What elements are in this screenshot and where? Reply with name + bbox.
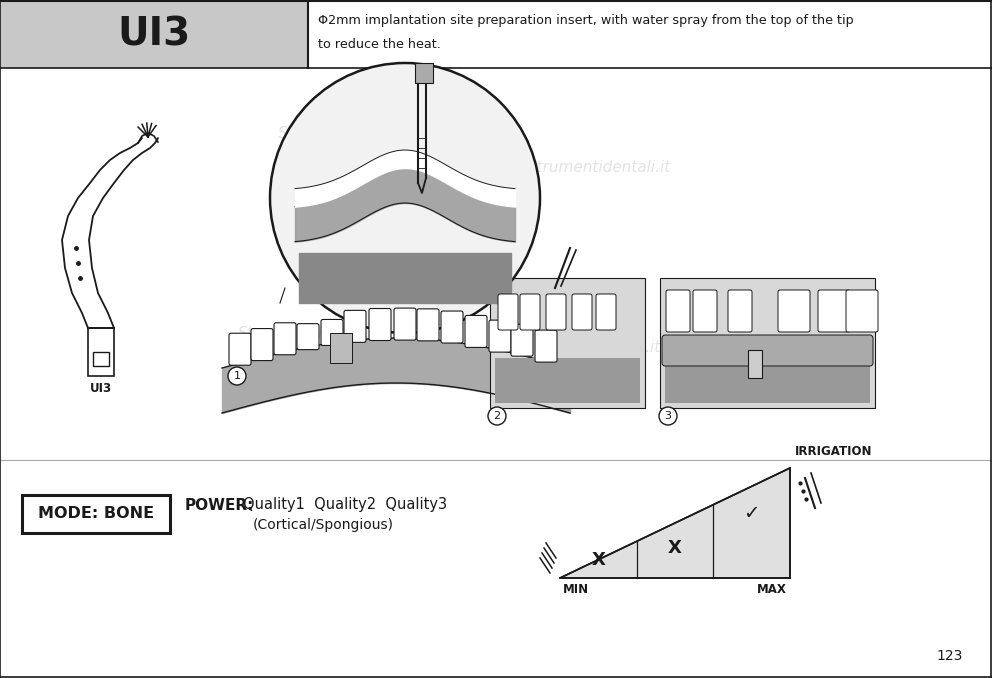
Text: ✓: ✓ <box>743 504 760 523</box>
Text: Strumentidentali.it: Strumentidentali.it <box>519 340 662 355</box>
Polygon shape <box>560 468 790 578</box>
FancyBboxPatch shape <box>535 330 557 362</box>
FancyBboxPatch shape <box>417 309 439 341</box>
Text: POWER:: POWER: <box>185 498 254 513</box>
FancyBboxPatch shape <box>596 294 616 330</box>
FancyBboxPatch shape <box>489 320 511 352</box>
FancyBboxPatch shape <box>511 324 533 356</box>
FancyBboxPatch shape <box>297 323 319 350</box>
Bar <box>495 358 640 403</box>
Text: X: X <box>668 539 682 557</box>
Text: Φ2mm implantation site preparation insert, with water spray from the top of the : Φ2mm implantation site preparation inser… <box>318 14 854 27</box>
Text: Strumentidentali.it: Strumentidentali.it <box>238 325 382 340</box>
FancyBboxPatch shape <box>572 294 592 330</box>
Bar <box>22 495 170 533</box>
Circle shape <box>659 407 677 425</box>
FancyBboxPatch shape <box>344 311 366 342</box>
FancyBboxPatch shape <box>441 311 463 343</box>
Bar <box>490 278 645 408</box>
Text: MIN: MIN <box>563 583 589 596</box>
FancyBboxPatch shape <box>251 329 273 361</box>
Bar <box>93 352 109 366</box>
Text: UI3: UI3 <box>117 15 190 53</box>
FancyBboxPatch shape <box>520 294 540 330</box>
FancyBboxPatch shape <box>321 319 343 346</box>
Bar <box>330 333 352 363</box>
Text: Strumentidentali.it: Strumentidentali.it <box>529 161 672 176</box>
Bar <box>748 350 762 378</box>
Text: MAX: MAX <box>757 583 787 596</box>
Text: MODE: BONE: MODE: BONE <box>38 506 154 521</box>
FancyBboxPatch shape <box>498 294 518 330</box>
Text: Quality1  Quality2  Quality3: Quality1 Quality2 Quality3 <box>243 498 447 513</box>
FancyBboxPatch shape <box>369 308 391 340</box>
Text: UI3: UI3 <box>90 382 112 395</box>
Text: IRRIGATION: IRRIGATION <box>795 445 873 458</box>
Text: 123: 123 <box>936 649 963 663</box>
Bar <box>660 278 875 408</box>
Circle shape <box>228 367 246 385</box>
FancyBboxPatch shape <box>394 308 416 340</box>
FancyBboxPatch shape <box>778 290 810 332</box>
FancyBboxPatch shape <box>818 290 850 332</box>
FancyBboxPatch shape <box>465 315 487 347</box>
Text: 1: 1 <box>233 371 240 381</box>
FancyBboxPatch shape <box>229 333 251 365</box>
Bar <box>0 0 308 68</box>
Text: Strumentidentali.it: Strumentidentali.it <box>279 125 422 140</box>
FancyBboxPatch shape <box>546 294 566 330</box>
Text: 2: 2 <box>493 411 501 421</box>
FancyBboxPatch shape <box>693 290 717 332</box>
Bar <box>665 361 870 403</box>
Text: 3: 3 <box>665 411 672 421</box>
Text: to reduce the heat.: to reduce the heat. <box>318 38 440 51</box>
FancyBboxPatch shape <box>728 290 752 332</box>
FancyBboxPatch shape <box>846 290 878 332</box>
Text: (Cortical/Spongious): (Cortical/Spongious) <box>253 518 394 532</box>
Text: X: X <box>591 551 605 569</box>
Bar <box>88 328 114 376</box>
FancyBboxPatch shape <box>666 290 690 332</box>
Bar <box>415 63 433 83</box>
FancyBboxPatch shape <box>274 323 296 355</box>
Circle shape <box>270 63 540 333</box>
Circle shape <box>488 407 506 425</box>
FancyBboxPatch shape <box>662 335 873 366</box>
